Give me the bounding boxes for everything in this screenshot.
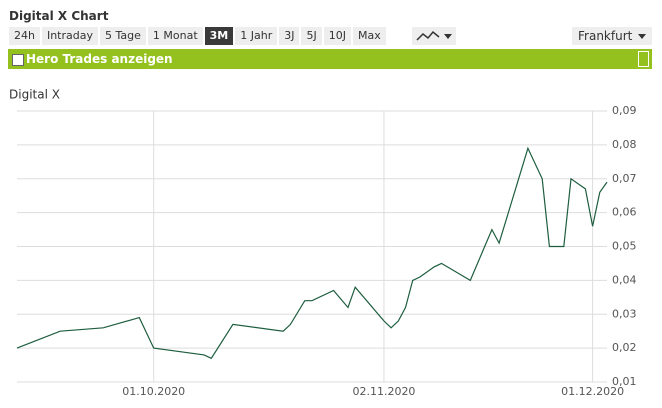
y-tick-label: 0,07 xyxy=(612,172,637,185)
range-tab[interactable]: 1 Jahr xyxy=(235,27,278,45)
range-tab[interactable]: 5J xyxy=(301,27,322,45)
range-tabs: 24h Intraday 5 Tage 1 Monat 3M 1 Jahr 3J 5J 10J M… xyxy=(9,27,386,45)
y-tick-label: 0,03 xyxy=(612,307,637,320)
widget-title: Digital X Chart xyxy=(9,9,109,23)
chart-title: Digital X xyxy=(9,88,60,102)
range-tab[interactable]: 3M xyxy=(204,27,234,45)
exchange-label: Frankfurt xyxy=(578,29,633,43)
y-tick-label: 0,02 xyxy=(612,341,637,354)
chart: Digital X 0,01 0,02 0,03 0,04 0,05 0,06 0,07 0,… xyxy=(9,88,637,399)
range-tab[interactable]: 3J xyxy=(279,27,300,45)
range-tab[interactable]: 5 Tage xyxy=(100,27,146,45)
range-tab[interactable]: Intraday xyxy=(41,27,98,45)
x-tick-label: 02.11.2020 xyxy=(352,385,415,398)
hero-bar[interactable]: Hero Trades anzeigen xyxy=(8,49,652,69)
range-tab[interactable]: Max xyxy=(352,27,386,45)
range-tab[interactable]: 24h xyxy=(9,27,40,45)
x-tick-label: 01.10.2020 xyxy=(122,385,185,398)
range-tab[interactable]: 10J xyxy=(323,27,351,45)
y-tick-label: 0,01 xyxy=(612,375,637,388)
y-tick-label: 0,04 xyxy=(612,273,637,286)
chart-type-icon xyxy=(416,30,452,41)
hero-toggle[interactable] xyxy=(638,51,649,67)
checkbox[interactable] xyxy=(12,54,24,66)
y-tick-label: 0,06 xyxy=(612,206,637,219)
exchange-select[interactable]: Frankfurt xyxy=(572,27,652,45)
price-line xyxy=(16,146,608,360)
range-tab[interactable]: 1 Monat xyxy=(147,27,203,45)
chart-type-select[interactable] xyxy=(412,27,456,45)
hero-label: Hero Trades anzeigen xyxy=(26,52,173,66)
y-tick-label: 0,08 xyxy=(612,138,637,151)
y-tick-label: 0,05 xyxy=(612,240,637,253)
dropdown-arrow xyxy=(638,34,646,39)
y-tick-label: 0,09 xyxy=(612,104,637,117)
x-tick-label: 01.12.2020 xyxy=(561,385,624,398)
